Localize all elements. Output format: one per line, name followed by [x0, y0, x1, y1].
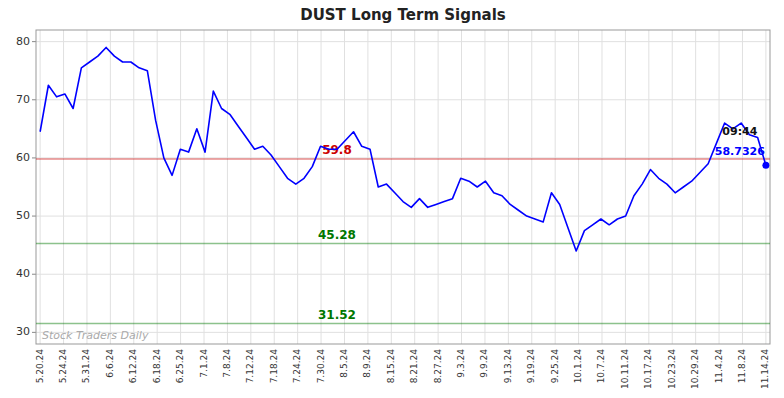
signal-line	[36, 243, 770, 245]
y-tick	[32, 99, 36, 100]
y-grid-line	[36, 99, 770, 100]
x-tick-label: 7.12.24	[245, 349, 255, 384]
y-tick	[32, 157, 36, 158]
x-grid-line	[438, 30, 439, 344]
x-grid-line	[461, 30, 462, 344]
signal-label: 45.28	[318, 228, 356, 242]
x-tick-label: 7.8.24	[222, 349, 232, 378]
y-tick	[32, 216, 36, 217]
price-line	[40, 47, 766, 251]
x-tick-label: 9.13.24	[503, 349, 513, 384]
y-grid-line	[36, 41, 770, 42]
x-grid-line	[742, 30, 743, 344]
chart: DUST Long Term Signals 30 40 50 60 70 80 5.20.2…	[0, 0, 784, 398]
x-grid-line	[391, 30, 392, 344]
x-grid-line	[250, 30, 251, 344]
signal-label: 31.52	[318, 308, 356, 322]
x-tick-label: 10.17.24	[643, 349, 653, 389]
plot-frame	[36, 30, 770, 344]
x-grid-line	[601, 30, 602, 344]
x-grid-line	[555, 30, 556, 344]
x-grid-line	[625, 30, 626, 344]
x-grid-line	[484, 30, 485, 344]
x-tick-label: 8.27.24	[433, 349, 443, 384]
x-tick-label: 6.25.24	[175, 349, 185, 384]
signal-line	[36, 323, 770, 325]
y-grid-line	[36, 157, 770, 158]
x-grid-line	[86, 30, 87, 344]
x-tick-label: 11.4.24	[714, 349, 724, 384]
x-grid-line	[227, 30, 228, 344]
last-point	[762, 162, 769, 169]
x-grid-line	[531, 30, 532, 344]
x-tick-label: 8.5.24	[339, 349, 349, 378]
x-tick-label: 5.31.24	[81, 349, 91, 384]
x-tick-label: 9.25.24	[550, 349, 560, 384]
x-tick-label: 8.9.24	[362, 349, 372, 378]
x-tick-label: 10.29.24	[690, 349, 700, 389]
x-tick-label: 11.14.24	[760, 349, 770, 389]
y-tick-label: 60	[16, 151, 30, 164]
title: DUST Long Term Signals	[300, 6, 506, 24]
series	[40, 47, 769, 251]
x-tick-label: 9.9.24	[479, 349, 489, 378]
x-grid-line	[414, 30, 415, 344]
x-grid-line	[63, 30, 64, 344]
y-tick-label: 40	[16, 267, 30, 280]
x-tick-label: 10.11.24	[620, 349, 630, 389]
x-tick-label: 5.20.24	[35, 349, 45, 384]
x-grid-line	[110, 30, 111, 344]
x-grid-line	[180, 30, 181, 344]
x-grid-line	[672, 30, 673, 344]
x-grid-line	[40, 30, 41, 344]
x-grid-line	[344, 30, 345, 344]
x-tick-label: 9.19.24	[526, 349, 536, 384]
x-tick-label: 11.8.24	[737, 349, 747, 384]
x-grid-line	[648, 30, 649, 344]
y-grid-line	[36, 274, 770, 275]
x-tick-label: 10.7.24	[596, 349, 606, 384]
y-grid-line	[36, 216, 770, 217]
y-tick	[32, 274, 36, 275]
x-tick-label: 10.1.24	[573, 349, 583, 384]
x-tick-label: 6.18.24	[152, 349, 162, 384]
hlines	[36, 159, 770, 323]
grid	[36, 30, 770, 344]
x-grid-line	[157, 30, 158, 344]
y-tick-label: 80	[16, 35, 30, 48]
x-grid-line	[321, 30, 322, 344]
y-tick-label: 30	[16, 325, 30, 338]
signal-label: 59.8	[322, 143, 352, 157]
signal-line	[36, 158, 770, 160]
x-grid-line	[367, 30, 368, 344]
x-tick-label: 9.3.24	[456, 349, 466, 378]
x-grid-line	[719, 30, 720, 344]
x-tick-label: 8.15.24	[386, 349, 396, 384]
x-grid-line	[695, 30, 696, 344]
x-tick-label: 7.18.24	[269, 349, 279, 384]
x-tick-label: 6.6.24	[105, 349, 115, 378]
y-tick-label: 70	[16, 93, 30, 106]
x-grid-line	[274, 30, 275, 344]
x-tick-label: 6.12.24	[128, 349, 138, 384]
x-grid-line	[133, 30, 134, 344]
annotation-price: 58.7326	[715, 145, 765, 158]
x-tick-label: 10.23.24	[667, 349, 677, 389]
x-tick-label: 7.1.24	[199, 349, 209, 378]
x-grid-line	[765, 30, 766, 344]
annotation-time: 09:44	[722, 125, 757, 138]
x-tick-label: 8.21.24	[409, 349, 419, 384]
x-grid-line	[204, 30, 205, 344]
y-tick-label: 50	[16, 209, 30, 222]
y-tick	[32, 332, 36, 333]
x-tick-label: 7.30.24	[316, 349, 326, 384]
x-tick-label: 5.24.24	[58, 349, 68, 384]
x-grid-line	[297, 30, 298, 344]
x-grid-line	[578, 30, 579, 344]
x-tick-label: 7.24.24	[292, 349, 302, 384]
y-tick	[32, 41, 36, 42]
watermark: Stock Traders Daily	[42, 329, 149, 342]
x-grid-line	[508, 30, 509, 344]
